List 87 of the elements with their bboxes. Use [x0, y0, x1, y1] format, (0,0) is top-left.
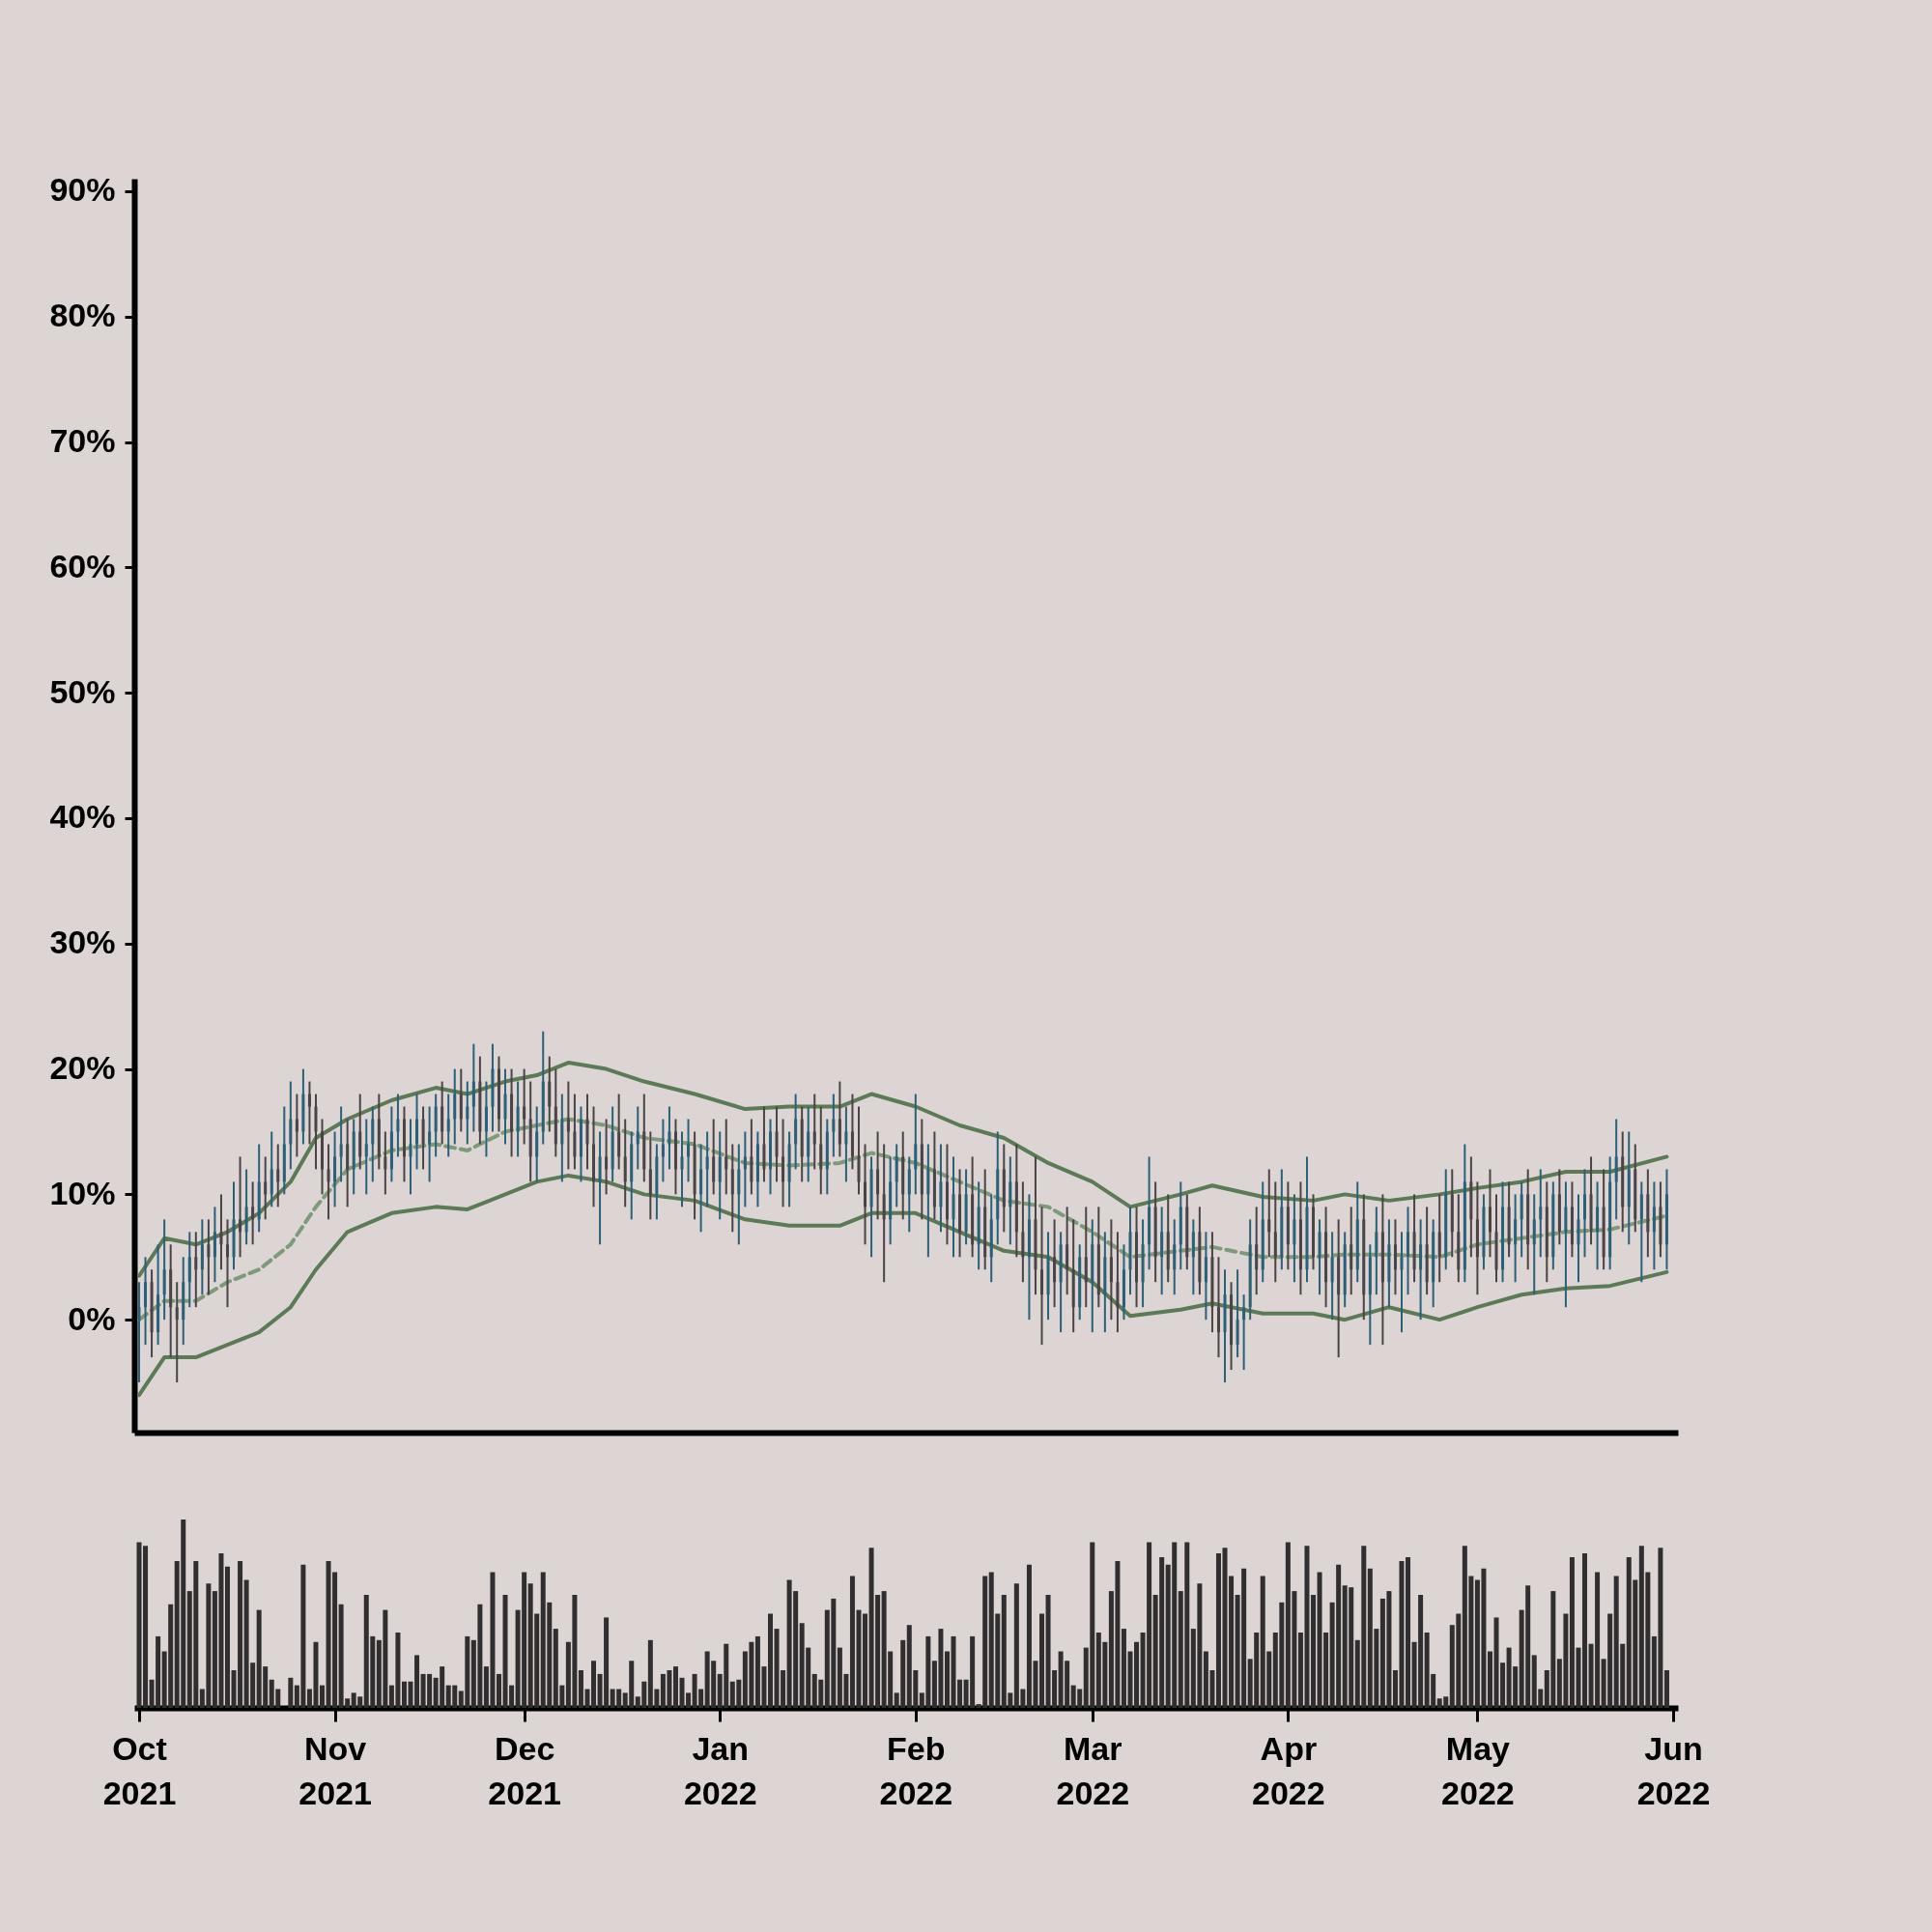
y-tick-label: 50%	[49, 672, 116, 710]
candlestick	[307, 1080, 311, 1146]
candlestick	[832, 1093, 836, 1158]
candlestick	[251, 1180, 255, 1246]
candlestick	[1216, 1256, 1220, 1359]
bar	[496, 1673, 501, 1708]
candlestick	[724, 1118, 728, 1196]
candlestick	[592, 1105, 596, 1208]
y-tick-label: 40%	[49, 798, 116, 836]
y-tick-label: 90%	[49, 171, 116, 209]
candlestick	[945, 1143, 949, 1246]
y-tick-label: 0%	[68, 1299, 116, 1337]
candlestick	[1267, 1168, 1271, 1259]
bar	[320, 1685, 326, 1708]
candlestick	[207, 1218, 211, 1296]
candlestick	[523, 1067, 526, 1146]
candlestick	[1400, 1231, 1404, 1334]
candlestick	[864, 1143, 867, 1246]
bar	[1582, 1553, 1588, 1708]
x-tick-label: Jan 2022	[683, 1729, 757, 1811]
x-tick-label: May 2022	[1441, 1729, 1515, 1811]
x-tick-label: Jun 2022	[1636, 1729, 1711, 1811]
y-tick-label: 20%	[49, 1049, 116, 1087]
candlestick	[446, 1093, 450, 1158]
bar	[1134, 1641, 1140, 1708]
x-tick-label: Nov 2021	[298, 1729, 372, 1811]
candlestick	[743, 1130, 747, 1208]
candlestick	[636, 1105, 639, 1171]
x-tick-label: Apr 2022	[1252, 1729, 1325, 1811]
candlestick	[1040, 1206, 1043, 1347]
candlestick	[1488, 1168, 1492, 1259]
candlestick	[137, 1281, 141, 1384]
bar	[591, 1661, 597, 1708]
candlestick	[1312, 1193, 1316, 1271]
bar	[288, 1677, 294, 1708]
bar	[1663, 1670, 1669, 1708]
candlestick	[497, 1055, 500, 1133]
bar	[863, 1613, 868, 1708]
bar	[1039, 1613, 1044, 1708]
candlestick	[194, 1231, 198, 1309]
candlestick	[466, 1080, 469, 1146]
candlestick	[264, 1155, 268, 1221]
bar	[1311, 1595, 1317, 1708]
y-tick-label: 60%	[49, 547, 116, 584]
candlestick	[396, 1093, 400, 1158]
candlestick	[1539, 1168, 1543, 1259]
candlestick	[175, 1281, 179, 1384]
bar	[1215, 1553, 1221, 1708]
candlestick	[339, 1105, 343, 1183]
candlestick	[225, 1218, 229, 1309]
bar	[944, 1651, 950, 1708]
y-tick-label: 10%	[49, 1174, 116, 1211]
candlestick	[321, 1118, 325, 1196]
candlestick	[566, 1080, 570, 1171]
candlestick	[680, 1130, 684, 1208]
candlestick	[661, 1118, 665, 1183]
candlestick	[769, 1118, 772, 1196]
bar	[401, 1681, 407, 1708]
bar	[672, 1666, 678, 1708]
candlestick	[239, 1155, 242, 1259]
candlestick	[295, 1093, 298, 1158]
candlestick	[1583, 1168, 1587, 1259]
candlestick	[605, 1118, 609, 1196]
candlestick	[219, 1193, 223, 1271]
bar	[1487, 1651, 1492, 1708]
candlestick	[276, 1143, 280, 1208]
candlestick	[705, 1130, 709, 1208]
candlestick	[812, 1093, 816, 1171]
x-tick-label: Feb 2022	[879, 1729, 953, 1811]
candlestick	[1242, 1293, 1246, 1372]
candlestick	[844, 1105, 848, 1183]
bar	[1406, 1557, 1411, 1708]
candlestick	[428, 1105, 432, 1183]
candlestick	[409, 1118, 412, 1196]
bar	[768, 1613, 773, 1708]
x-tick-label: Dec 2021	[488, 1729, 561, 1811]
candlestick	[384, 1130, 387, 1196]
x-tick-label: Oct 2021	[102, 1729, 177, 1811]
bar	[224, 1566, 230, 1708]
y-tick-label: 30%	[49, 923, 116, 961]
y-tick-label: 70%	[49, 422, 116, 460]
y-tick-label: 80%	[49, 297, 116, 334]
candlestick	[687, 1118, 691, 1183]
candlestick	[668, 1105, 671, 1171]
x-tick-label: Mar 2022	[1056, 1729, 1130, 1811]
candlestick	[364, 1118, 368, 1196]
candlestick	[327, 1143, 330, 1221]
